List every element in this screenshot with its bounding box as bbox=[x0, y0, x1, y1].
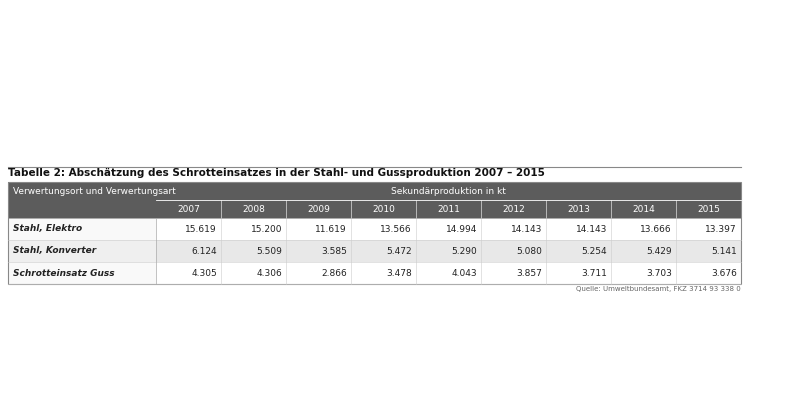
Bar bbox=[676, 262, 741, 284]
Text: 2008: 2008 bbox=[242, 204, 265, 214]
Bar bbox=[546, 200, 611, 218]
Text: 2.866: 2.866 bbox=[322, 268, 347, 278]
Bar bbox=[8, 182, 156, 200]
Bar bbox=[221, 218, 286, 240]
Bar bbox=[156, 262, 221, 284]
Bar bbox=[156, 240, 221, 262]
Bar bbox=[611, 218, 676, 240]
Bar bbox=[416, 240, 481, 262]
Bar bbox=[221, 240, 286, 262]
Bar bbox=[286, 200, 351, 218]
Bar bbox=[481, 200, 546, 218]
Bar bbox=[676, 218, 741, 240]
Text: 5.509: 5.509 bbox=[256, 246, 282, 256]
Bar bbox=[8, 240, 156, 262]
Bar bbox=[156, 200, 221, 218]
Text: 3.857: 3.857 bbox=[516, 268, 542, 278]
Text: 3.585: 3.585 bbox=[321, 246, 347, 256]
Text: 15.200: 15.200 bbox=[250, 224, 282, 234]
Text: Quelle: Umweltbundesamt, FKZ 3714 93 338 0: Quelle: Umweltbundesamt, FKZ 3714 93 338… bbox=[576, 286, 741, 292]
Text: 2007: 2007 bbox=[177, 204, 200, 214]
Text: 5.254: 5.254 bbox=[582, 246, 607, 256]
Bar bbox=[8, 218, 156, 240]
Text: 4.305: 4.305 bbox=[191, 268, 217, 278]
Text: 5.141: 5.141 bbox=[711, 246, 737, 256]
Text: 4.043: 4.043 bbox=[451, 268, 477, 278]
Text: 5.290: 5.290 bbox=[451, 246, 477, 256]
Text: 2012: 2012 bbox=[502, 204, 525, 214]
Text: 14.994: 14.994 bbox=[446, 224, 477, 234]
Bar bbox=[221, 200, 286, 218]
Bar bbox=[286, 240, 351, 262]
Text: 11.619: 11.619 bbox=[315, 224, 347, 234]
Text: Verwertungsort und Verwertungsart: Verwertungsort und Verwertungsart bbox=[13, 186, 176, 196]
Bar bbox=[416, 218, 481, 240]
Text: Stahl, Konverter: Stahl, Konverter bbox=[13, 246, 96, 256]
Text: 2015: 2015 bbox=[697, 204, 720, 214]
Text: 2010: 2010 bbox=[372, 204, 395, 214]
Text: Schrotteinsatz Guss: Schrotteinsatz Guss bbox=[13, 268, 114, 278]
Bar bbox=[611, 262, 676, 284]
Bar bbox=[481, 262, 546, 284]
Text: 13.666: 13.666 bbox=[640, 224, 672, 234]
Text: 4.306: 4.306 bbox=[256, 268, 282, 278]
Text: 13.566: 13.566 bbox=[380, 224, 412, 234]
Text: 14.143: 14.143 bbox=[510, 224, 542, 234]
Bar bbox=[351, 262, 416, 284]
Bar bbox=[156, 218, 221, 240]
Text: 2009: 2009 bbox=[307, 204, 330, 214]
Text: 13.397: 13.397 bbox=[706, 224, 737, 234]
Text: 2013: 2013 bbox=[567, 204, 590, 214]
Bar bbox=[156, 182, 741, 200]
Bar bbox=[676, 240, 741, 262]
Text: 14.143: 14.143 bbox=[576, 224, 607, 234]
Text: 3.676: 3.676 bbox=[711, 268, 737, 278]
Bar bbox=[286, 262, 351, 284]
Bar bbox=[221, 262, 286, 284]
Text: 15.619: 15.619 bbox=[186, 224, 217, 234]
Text: 3.703: 3.703 bbox=[646, 268, 672, 278]
Bar bbox=[416, 262, 481, 284]
Bar bbox=[286, 218, 351, 240]
Bar bbox=[676, 200, 741, 218]
Text: 5.472: 5.472 bbox=[386, 246, 412, 256]
Text: Stahl, Elektro: Stahl, Elektro bbox=[13, 224, 82, 234]
Text: 2011: 2011 bbox=[437, 204, 460, 214]
Bar bbox=[481, 218, 546, 240]
Bar bbox=[351, 240, 416, 262]
Text: 5.080: 5.080 bbox=[516, 246, 542, 256]
Bar bbox=[351, 200, 416, 218]
Text: Sekundärproduktion in kt: Sekundärproduktion in kt bbox=[391, 186, 506, 196]
Bar bbox=[8, 200, 156, 218]
Bar bbox=[416, 200, 481, 218]
Text: 6.124: 6.124 bbox=[191, 246, 217, 256]
Text: Tabelle 2: Abschätzung des Schrotteinsatzes in der Stahl- und Gussproduktion 200: Tabelle 2: Abschätzung des Schrotteinsat… bbox=[8, 168, 545, 178]
Bar bbox=[546, 240, 611, 262]
Text: 3.711: 3.711 bbox=[581, 268, 607, 278]
Text: 5.429: 5.429 bbox=[646, 246, 672, 256]
Bar bbox=[351, 218, 416, 240]
Bar bbox=[611, 200, 676, 218]
Bar bbox=[8, 182, 741, 284]
Bar bbox=[611, 240, 676, 262]
Bar bbox=[546, 262, 611, 284]
Bar bbox=[8, 262, 156, 284]
Bar bbox=[546, 218, 611, 240]
Text: 2014: 2014 bbox=[632, 204, 655, 214]
Bar bbox=[481, 240, 546, 262]
Text: 3.478: 3.478 bbox=[386, 268, 412, 278]
